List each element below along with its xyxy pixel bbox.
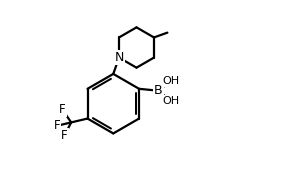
Text: OH: OH [163, 96, 180, 106]
Text: F: F [61, 129, 68, 142]
Text: B: B [154, 84, 162, 97]
Text: F: F [54, 119, 60, 132]
Text: N: N [114, 51, 124, 64]
Text: F: F [59, 103, 66, 116]
Text: OH: OH [163, 76, 180, 86]
